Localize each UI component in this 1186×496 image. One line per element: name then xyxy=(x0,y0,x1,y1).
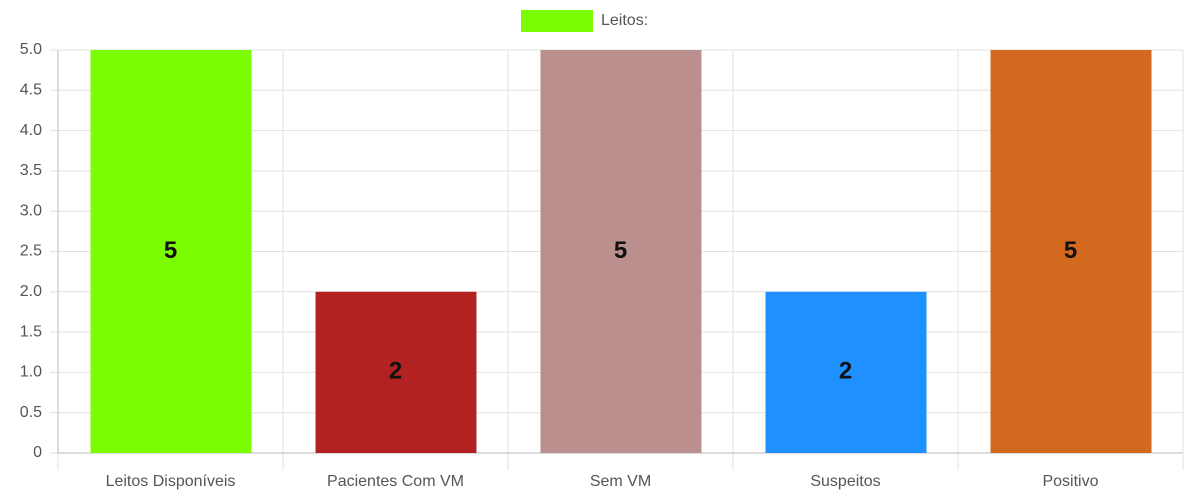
x-tick-label: Pacientes Com VM xyxy=(327,473,464,490)
bar xyxy=(765,291,927,453)
bar xyxy=(315,291,477,453)
y-tick-label: 1.5 xyxy=(20,323,42,340)
y-tick-label: 3.5 xyxy=(20,162,42,179)
y-tick-label: 0 xyxy=(33,444,42,461)
y-tick-label: 2.5 xyxy=(20,243,42,260)
value-label: 5 xyxy=(614,237,627,264)
y-tick-label: 3.0 xyxy=(20,202,42,219)
value-label: 2 xyxy=(839,358,852,385)
y-tick-label: 2.0 xyxy=(20,283,42,300)
value-label: 2 xyxy=(389,358,402,385)
bar xyxy=(540,50,702,453)
x-tick-label: Sem VM xyxy=(590,473,651,490)
legend-label: Leitos: xyxy=(601,12,648,29)
y-tick-label: 4.5 xyxy=(20,82,42,99)
y-tick-label: 0.5 xyxy=(20,404,42,421)
value-label: 5 xyxy=(164,237,177,264)
bar xyxy=(990,50,1152,453)
x-tick-label: Leitos Disponíveis xyxy=(106,473,236,490)
y-tick-label: 5.0 xyxy=(20,41,42,58)
value-label: 5 xyxy=(1064,237,1077,264)
x-tick-label: Suspeitos xyxy=(810,473,880,490)
legend-swatch xyxy=(521,10,593,32)
y-tick-label: 1.0 xyxy=(20,364,42,381)
x-tick-label: Positivo xyxy=(1042,473,1098,490)
bar xyxy=(90,50,252,453)
y-tick-label: 4.0 xyxy=(20,122,42,139)
